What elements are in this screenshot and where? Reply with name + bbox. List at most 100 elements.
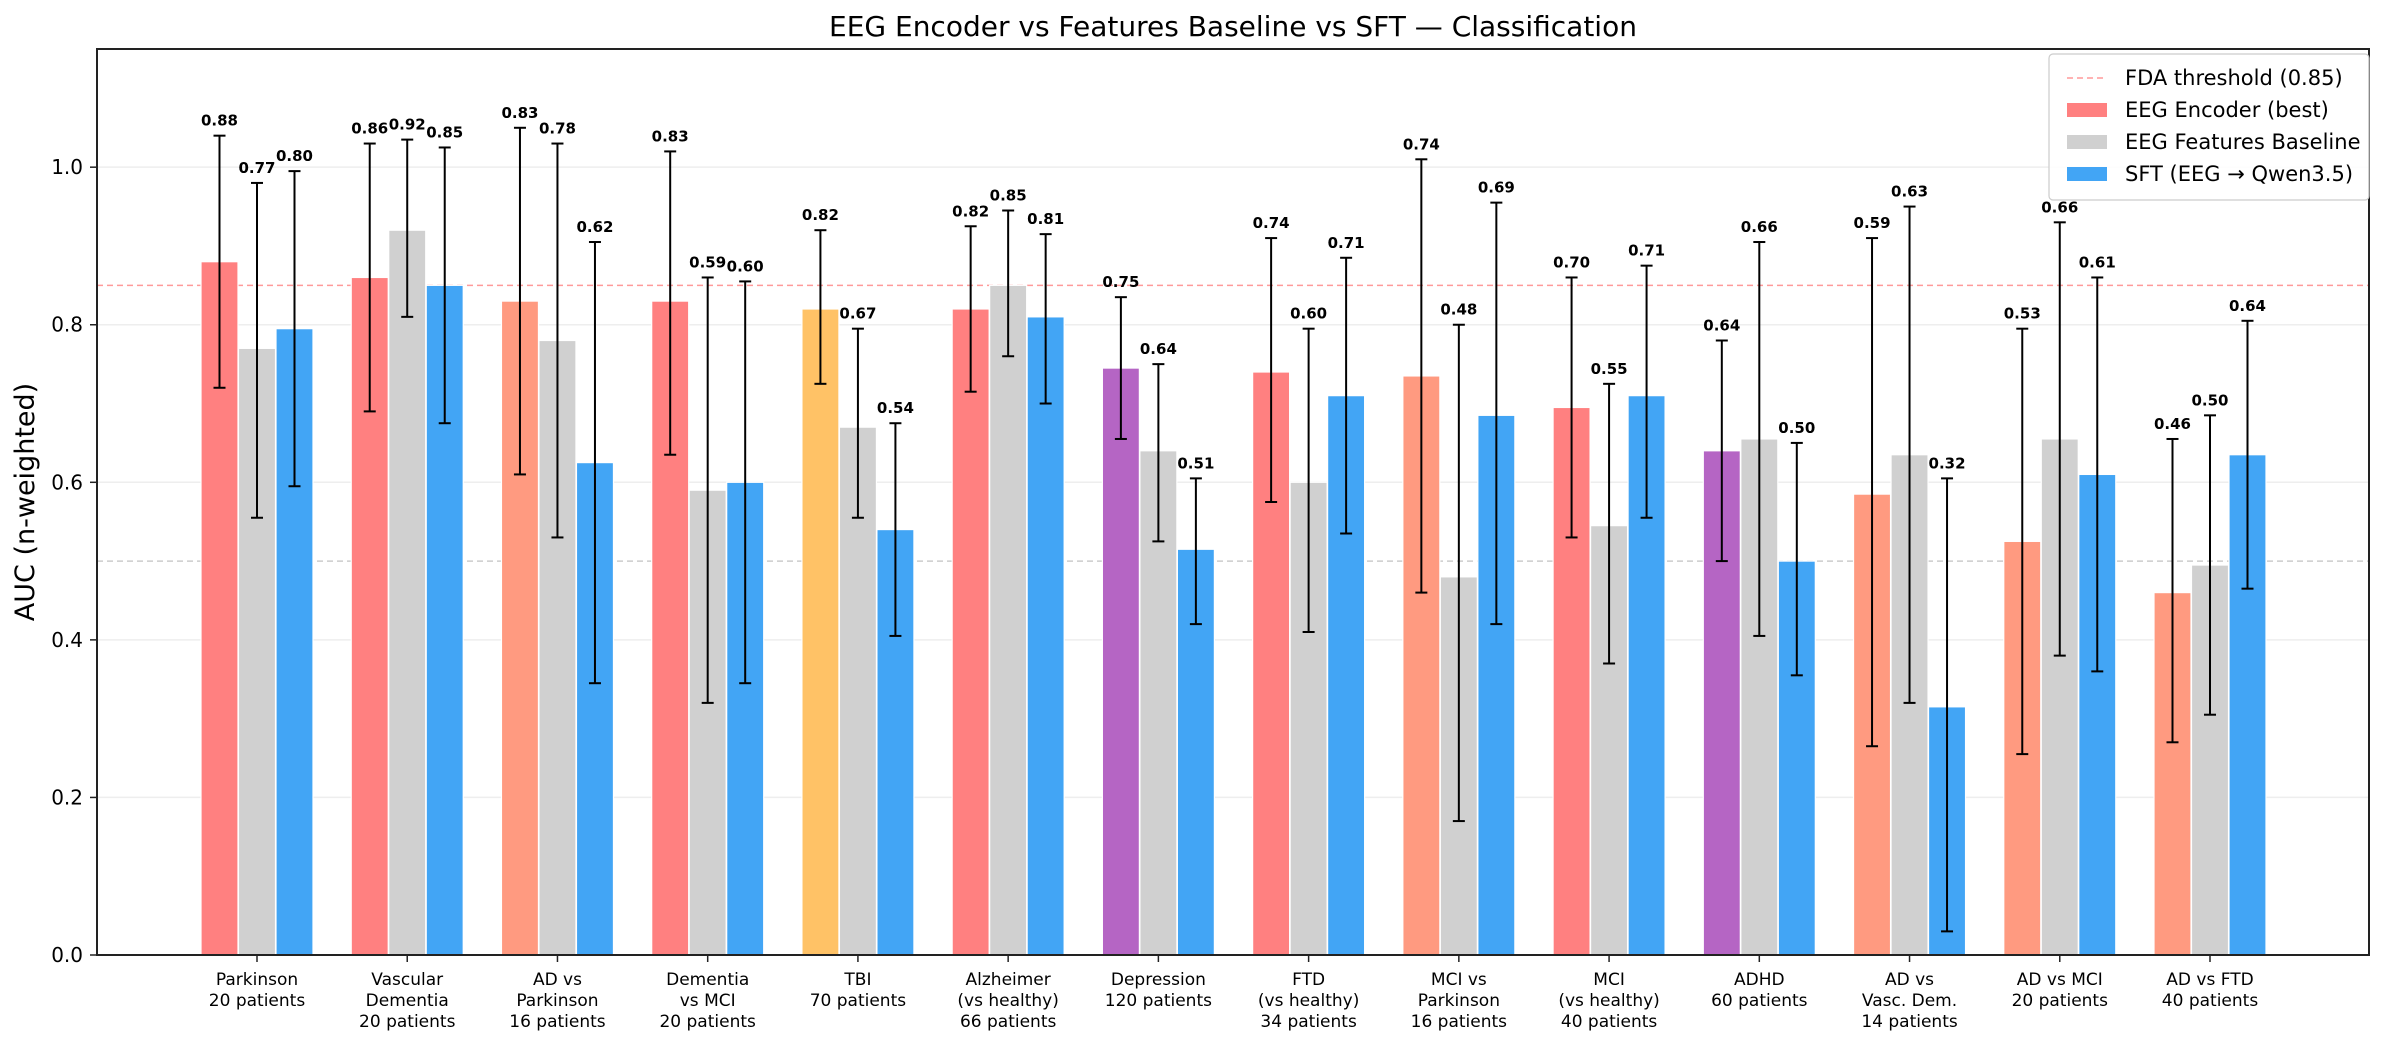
x-tick-label: TBI xyxy=(843,970,871,990)
x-tick-label: Alzheimer xyxy=(966,970,1051,990)
x-tick-label: 120 patients xyxy=(1105,991,1212,1011)
value-label: 0.54 xyxy=(877,399,914,417)
legend-label: FDA threshold (0.85) xyxy=(2125,66,2343,90)
value-label: 0.59 xyxy=(689,253,726,271)
value-label: 0.64 xyxy=(2229,297,2266,315)
x-tick-label: MCI vs xyxy=(1431,970,1487,990)
value-label: 0.63 xyxy=(1891,183,1928,201)
value-label: 0.60 xyxy=(1290,305,1327,323)
x-tick-label: AD vs xyxy=(533,970,582,990)
bar-baseline xyxy=(388,229,427,956)
bar-encoder xyxy=(951,308,990,956)
x-tick-label: (vs healthy) xyxy=(1258,991,1359,1011)
y-axis-label: AUC (n-weighted) xyxy=(10,383,41,621)
x-tick-label: 70 patients xyxy=(810,991,907,1011)
bars xyxy=(200,229,2267,956)
value-label: 0.71 xyxy=(1628,242,1665,260)
value-label: 0.71 xyxy=(1328,234,1365,252)
value-label: 0.62 xyxy=(576,218,613,236)
x-tick-label: 20 patients xyxy=(659,1012,756,1032)
legend-swatch xyxy=(2067,135,2107,149)
value-label: 0.88 xyxy=(201,112,238,130)
value-label: 0.82 xyxy=(952,202,989,220)
value-label: 0.32 xyxy=(1929,454,1966,472)
legend-swatch xyxy=(2067,167,2107,181)
x-tick-label: 40 patients xyxy=(2162,991,2259,1011)
value-label: 0.59 xyxy=(1854,214,1891,232)
y-tick-label: 0.2 xyxy=(51,785,83,809)
value-label: 0.78 xyxy=(539,120,576,138)
x-tick-label: Parkinson xyxy=(1418,991,1500,1011)
value-label: 0.81 xyxy=(1027,210,1064,228)
value-label: 0.53 xyxy=(2004,305,2041,323)
value-label: 0.61 xyxy=(2079,253,2116,271)
legend-label: SFT (EEG → Qwen3.5) xyxy=(2125,162,2353,186)
value-label: 0.55 xyxy=(1591,360,1628,378)
value-label: 0.60 xyxy=(727,257,764,275)
y-tick-label: 0.0 xyxy=(51,943,83,967)
legend-label: EEG Features Baseline xyxy=(2125,130,2361,154)
value-label: 0.50 xyxy=(1778,419,1815,437)
value-label: 0.83 xyxy=(652,127,689,145)
x-tick-label: AD vs MCI xyxy=(2017,970,2103,990)
value-label: 0.75 xyxy=(1102,273,1139,291)
value-label: 0.85 xyxy=(426,123,463,141)
value-label: 0.77 xyxy=(238,159,275,177)
x-tick-label: (vs healthy) xyxy=(957,991,1058,1011)
x-tick-label: ADHD xyxy=(1734,970,1785,990)
x-tick-label: 20 patients xyxy=(2012,991,2109,1011)
reference-lines xyxy=(97,284,2369,562)
value-label: 0.70 xyxy=(1553,253,1590,271)
x-tick-label: Vascular xyxy=(371,970,443,990)
value-label: 0.64 xyxy=(1140,340,1177,358)
x-tick-label: AD vs xyxy=(1885,970,1934,990)
bar-encoder xyxy=(801,308,840,956)
x-tick-label: 34 patients xyxy=(1260,1012,1357,1032)
value-label: 0.82 xyxy=(802,206,839,224)
x-tick-label: (vs healthy) xyxy=(1558,991,1659,1011)
value-label: 0.51 xyxy=(1177,454,1214,472)
value-label: 0.64 xyxy=(1703,316,1740,334)
value-label: 0.66 xyxy=(1741,218,1778,236)
x-tick-label: 20 patients xyxy=(209,991,306,1011)
x-tick-label: 14 patients xyxy=(1861,1012,1958,1032)
x-tick-label: 40 patients xyxy=(1561,1012,1658,1032)
legend: FDA threshold (0.85) EEG Encoder (best) EE… xyxy=(2048,53,2370,201)
y-tick-label: 0.8 xyxy=(51,313,83,337)
value-label: 0.46 xyxy=(2154,415,2191,433)
value-label: 0.48 xyxy=(1440,301,1477,319)
x-tick-label: Parkinson xyxy=(216,970,298,990)
value-label: 0.74 xyxy=(1403,135,1440,153)
x-tick-label: Depression xyxy=(1111,970,1206,990)
x-tick-label: Vasc. Dem. xyxy=(1862,991,1957,1011)
x-tick-label: AD vs FTD xyxy=(2166,970,2253,990)
value-label: 0.50 xyxy=(2191,391,2228,409)
legend-label: EEG Encoder (best) xyxy=(2125,98,2329,122)
legend-box xyxy=(2048,53,2370,201)
x-tick-label: MCI xyxy=(1593,970,1625,990)
value-label: 0.66 xyxy=(2041,198,2078,216)
x-tick-label: vs MCI xyxy=(680,991,736,1011)
value-label: 0.83 xyxy=(501,104,538,122)
value-label: 0.74 xyxy=(1253,214,1290,232)
x-tick-label: 66 patients xyxy=(960,1012,1057,1032)
bar-encoder xyxy=(1101,367,1140,956)
value-label: 0.85 xyxy=(990,187,1027,205)
chart-title: EEG Encoder vs Features Baseline vs SFT … xyxy=(829,10,1637,43)
x-tick-label: 16 patients xyxy=(1411,1012,1508,1032)
bar-baseline xyxy=(989,284,1028,956)
value-label: 0.80 xyxy=(276,147,313,165)
y-tick-label: 0.4 xyxy=(51,628,83,652)
value-label: 0.69 xyxy=(1478,179,1515,197)
y-tick-label: 0.6 xyxy=(51,470,83,494)
value-label: 0.86 xyxy=(351,120,388,138)
x-tick-label: Parkinson xyxy=(516,991,598,1011)
x-tick-label: FTD xyxy=(1292,970,1325,990)
x-tick-label: 60 patients xyxy=(1711,991,1808,1011)
x-tick-label: Dementia xyxy=(666,970,749,990)
value-labels: 0.88 0.86 0.83 0.83 0.82 0.82 0.75 0.74 0.74 0.70… xyxy=(201,104,2266,473)
x-tick-label: Dementia xyxy=(366,991,449,1011)
error-bars xyxy=(213,126,2254,933)
